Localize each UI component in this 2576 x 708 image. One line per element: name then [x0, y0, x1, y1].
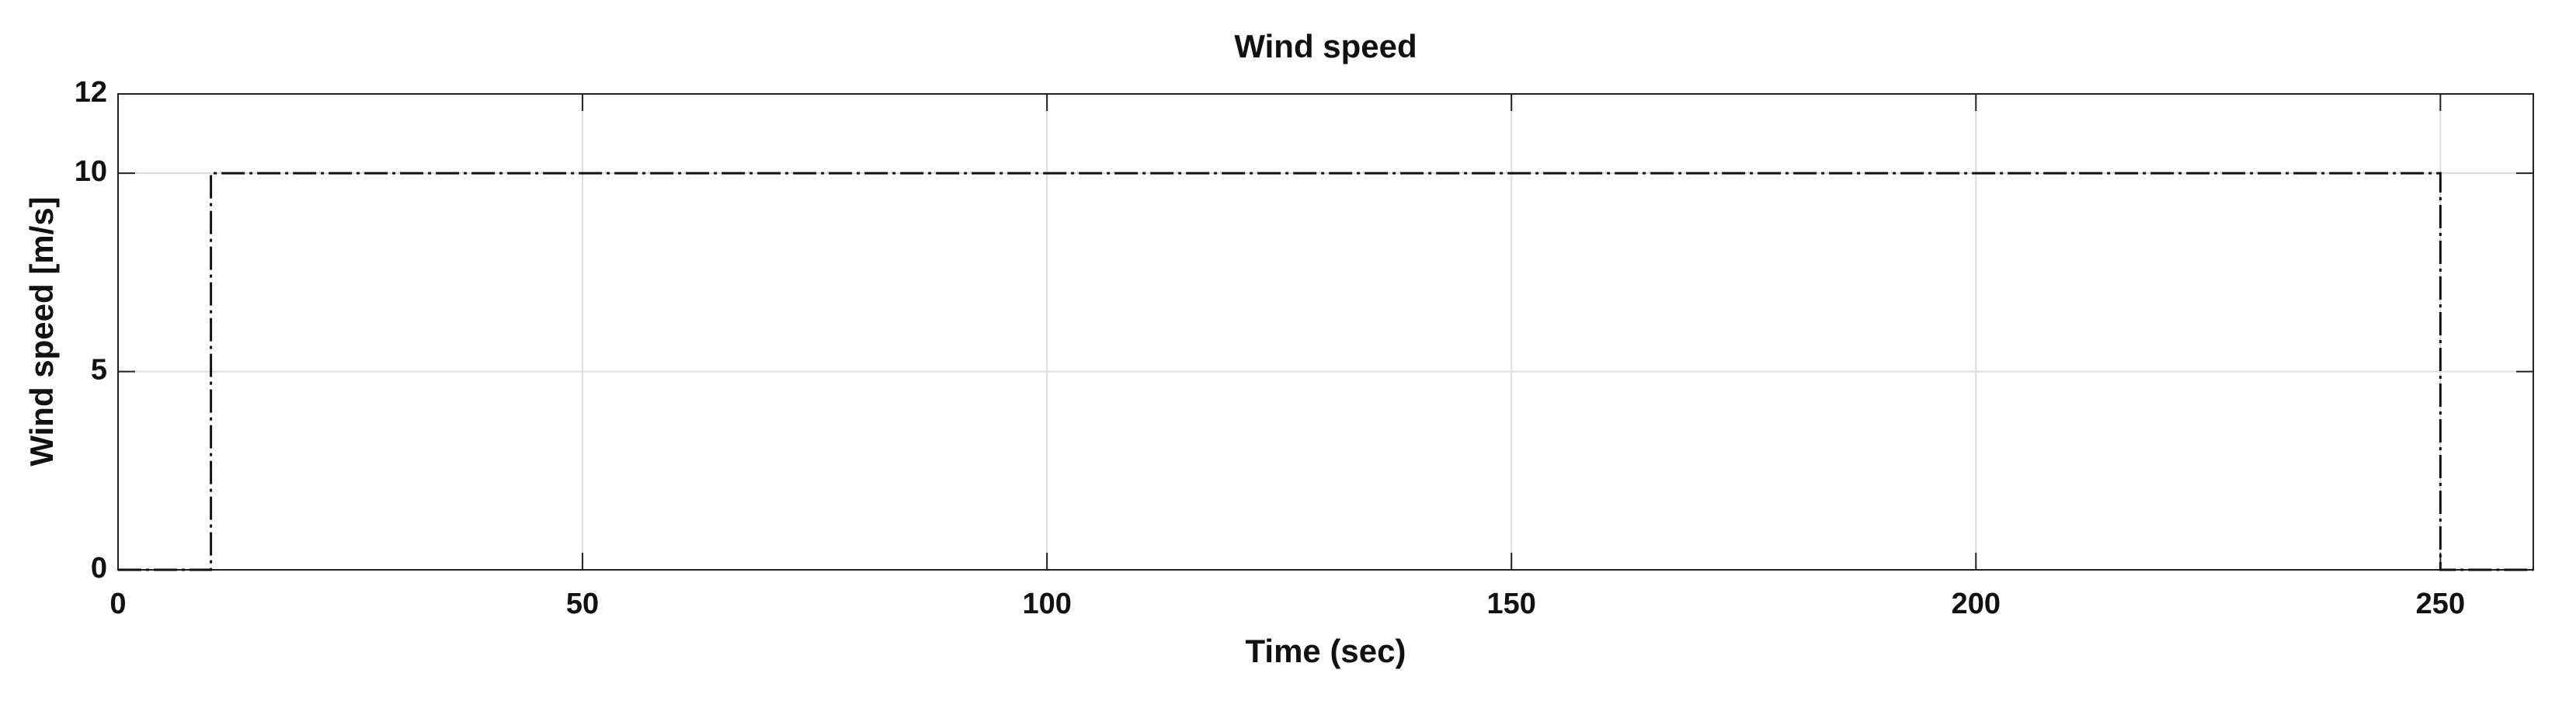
chart-title: Wind speed — [1234, 28, 1417, 64]
y-tick-label: 5 — [91, 354, 107, 387]
y-axis-label: Wind speed [m/s] — [23, 196, 60, 466]
x-axis-label: Time (sec) — [1246, 633, 1406, 669]
y-tick-label: 10 — [75, 155, 107, 188]
y-tick-label: 12 — [75, 76, 107, 109]
plot-frame — [117, 93, 2534, 571]
y-tick-label: 0 — [91, 552, 107, 585]
x-tick-label: 0 — [110, 588, 126, 620]
x-tick-label: 200 — [1952, 588, 2001, 620]
x-tick-label: 100 — [1022, 588, 1071, 620]
plot-area — [118, 94, 2533, 570]
x-tick-label: 150 — [1487, 588, 1536, 620]
x-tick-label: 50 — [566, 588, 599, 620]
x-tick-label: 250 — [2416, 588, 2465, 620]
data-line — [118, 172, 2533, 571]
